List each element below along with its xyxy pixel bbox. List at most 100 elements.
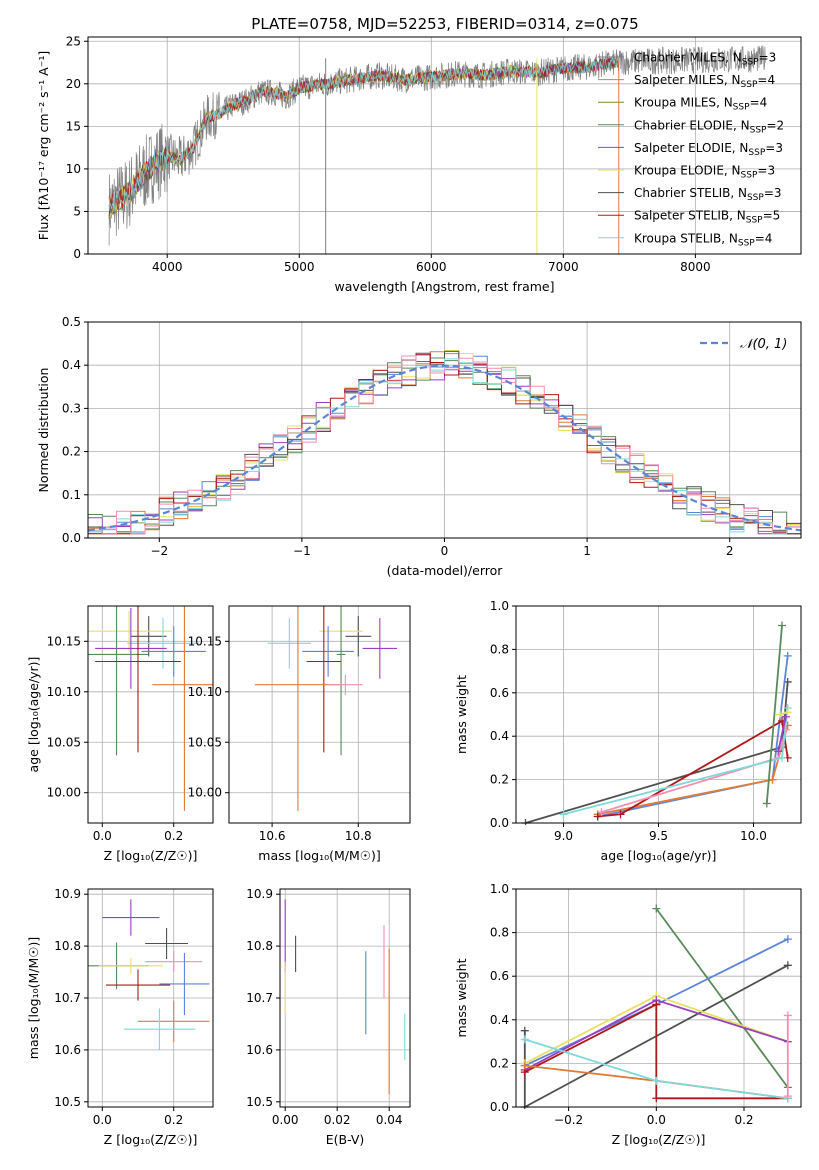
y-tick-label: 10.10: [188, 685, 222, 699]
plus-marker: [781, 712, 790, 721]
legend-entry: Salpeter MILES, NSSP=4: [634, 73, 775, 90]
y-axis-label: mass weight: [454, 675, 469, 754]
y-tick-label: 0.4: [490, 1013, 509, 1027]
data-point: [130, 616, 167, 657]
residuals-chart: −2 −1 0 1 2 0.0 0.1 0.2 0.3 0.4 0.5 (data-model)/er…: [36, 315, 802, 578]
data-point: [105, 969, 171, 1001]
legend-entry-name: Chabrier ELODIE: [634, 118, 733, 132]
weight-series: [776, 708, 792, 719]
plus-marker: [616, 810, 625, 819]
spectrum-chart: 4000 5000 6000 7000 80000510152025wavelength…: [36, 34, 802, 294]
weight-line: [655, 908, 789, 1088]
charts: 4000 5000 6000 7000 80000510152025wavelength…: [26, 34, 802, 1147]
legend-entry-nssp-prefix: , N: [716, 96, 733, 110]
data-point: [127, 618, 199, 669]
plot-area: [88, 606, 213, 823]
x-tick-label: 0.2: [164, 829, 183, 843]
y-tick-label: 20: [66, 77, 81, 91]
weight-line: [765, 625, 783, 804]
y-tick-label: 10.7: [246, 991, 273, 1005]
legend-entry-nssp-sub: SSP: [733, 103, 750, 113]
axes-frame: [515, 888, 802, 1108]
weight-series: [762, 621, 786, 808]
y-axis-label: mass weight: [454, 958, 469, 1037]
data-point: [98, 958, 163, 974]
legend-entry: Salpeter STELIB, NSSP=5: [634, 209, 780, 226]
x-tick-label: 0: [441, 544, 449, 558]
plus-marker: [597, 808, 606, 817]
plus-marker: [559, 810, 568, 819]
model-spectrum: [108, 56, 619, 211]
legend-entry-nssp: 4: [765, 231, 773, 245]
x-tick-label: 5000: [284, 260, 315, 274]
x-tick-label: 1: [583, 544, 591, 558]
legend-entry-name: Kroupa ELODIE: [634, 164, 724, 178]
legend-entry: Chabrier MILES, NSSP=3: [634, 51, 776, 68]
error-bars: [254, 606, 398, 811]
legend-entry-nssp-prefix: , N: [721, 231, 738, 245]
y-tick-label: 10.15: [47, 634, 81, 648]
legend-entry-nssp-sub: SSP: [746, 216, 763, 226]
y-tick-label: 10: [66, 162, 81, 176]
x-tick-label: 10.6: [259, 829, 286, 843]
y-tick-label: 0.3: [62, 401, 81, 415]
x-tick-label: 8000: [680, 260, 711, 274]
y-axis-label: mass [log₁₀(M/M☉)]: [26, 937, 41, 1059]
data-point: [152, 606, 213, 811]
weight-series: [783, 1011, 792, 1101]
legend-entry-nssp-sub: SSP: [742, 58, 759, 68]
legend-entry-nssp-prefix: , N: [724, 73, 741, 87]
x-tick-label: 0.0: [93, 1113, 112, 1127]
plus-marker: [520, 1026, 529, 1035]
y-tick-label: 10.5: [54, 1095, 81, 1109]
x-axis-label: Z [log₁₀(Z/Z☉)]: [104, 848, 198, 863]
legend-entry-nssp-prefix: , N: [724, 164, 741, 178]
data-point: [336, 606, 346, 756]
plus-marker: [768, 775, 777, 784]
legend-entry-nssp-eq: =: [750, 96, 760, 110]
x-tick-label: 0.0: [93, 829, 112, 843]
data-point: [267, 618, 311, 669]
spectrum-legend: Chabrier MILES, NSSP=3 Salpeter MILES, NS…: [598, 51, 784, 248]
x-tick-label: 0.2: [164, 1113, 183, 1127]
y-tick-label: 25: [66, 34, 81, 48]
legend-entry-nssp: 3: [767, 164, 775, 178]
legend-entry-nssp-eq: =: [755, 231, 765, 245]
x-axis-label: Z [log₁₀(Z/Z☉)]: [104, 1132, 198, 1147]
x-tick-label: −0.2: [554, 1113, 583, 1127]
normal-reference-curve: [88, 364, 801, 532]
y-tick-label: 10.8: [54, 939, 81, 953]
data-point: [302, 626, 354, 677]
plus-marker: [783, 651, 792, 660]
y-axis-label: age [log₁₀(age/yr)]: [26, 657, 41, 773]
legend-entry-nssp-eq: =: [759, 51, 769, 65]
plus-marker: [783, 961, 792, 970]
data-point: [95, 606, 181, 753]
x-axis-label: wavelength [Angstrom, rest frame]: [334, 279, 554, 294]
weight-series: [520, 1035, 792, 1103]
weight-lines: [521, 621, 792, 825]
data-point: [88, 611, 172, 652]
y-tick-label: 5: [73, 204, 81, 218]
y-tick-label: 0.8: [490, 642, 509, 656]
y-tick-label: 10.6: [246, 1043, 273, 1057]
y-tick-label: 0.6: [490, 686, 509, 700]
x-tick-label: 10.8: [345, 829, 372, 843]
legend-entry-nssp-sub: SSP: [748, 148, 765, 158]
y-tick-label: 0.5: [62, 315, 81, 329]
y-tick-label: 0.2: [490, 1056, 509, 1070]
legend-entry-nssp: 3: [774, 186, 782, 200]
y-tick-label: 10.7: [54, 991, 81, 1005]
legend-entry-nssp-eq: =: [764, 186, 774, 200]
legend-entry-nssp-eq: =: [766, 118, 776, 132]
x-axis-label: E(B-V): [326, 1132, 365, 1147]
plus-marker: [652, 904, 661, 913]
axes-frame: [87, 605, 214, 824]
y-tick-label: 0.1: [62, 488, 81, 502]
legend-entry: 𝒩(0, 1): [740, 337, 787, 352]
grid: [88, 889, 213, 1107]
legend-entry-nssp: 4: [760, 96, 768, 110]
x-axis-label: Z [log₁₀(Z/Z☉)]: [612, 1132, 706, 1147]
x-tick-label: 0.2: [734, 1113, 753, 1127]
